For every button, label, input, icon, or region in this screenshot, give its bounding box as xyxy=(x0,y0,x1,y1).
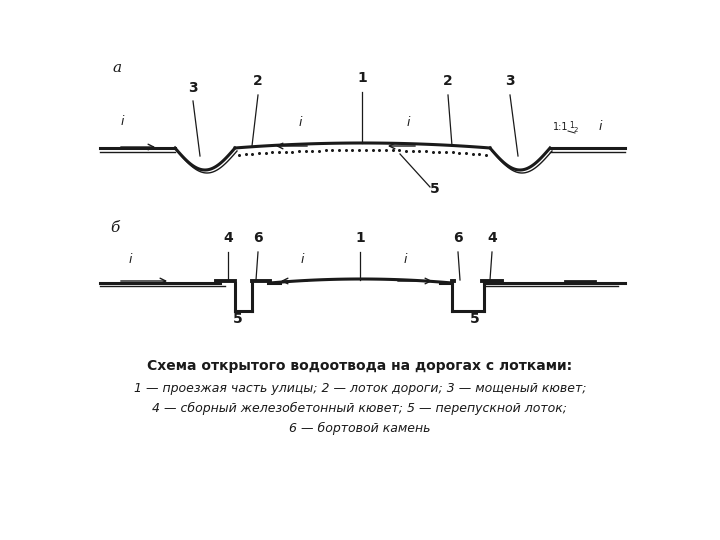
Text: 1:1: 1:1 xyxy=(553,122,569,132)
Text: 4: 4 xyxy=(223,231,233,245)
Text: i: i xyxy=(120,115,124,128)
Text: Схема открытого водоотвода на дорогах с лотками:: Схема открытого водоотвода на дорогах с … xyxy=(148,359,572,373)
Text: 1: 1 xyxy=(569,121,574,130)
Text: б: б xyxy=(110,221,120,235)
Text: 5: 5 xyxy=(233,312,243,326)
Text: 6: 6 xyxy=(453,231,463,245)
Text: i: i xyxy=(298,116,302,129)
Text: i: i xyxy=(128,253,132,266)
Text: i: i xyxy=(300,253,304,266)
Text: 4: 4 xyxy=(487,231,497,245)
Text: 3: 3 xyxy=(505,74,515,88)
Text: 1 — проезжая часть улицы; 2 — лоток дороги; 3 — мощеный кювет;: 1 — проезжая часть улицы; 2 — лоток доро… xyxy=(134,382,586,395)
Text: 1: 1 xyxy=(355,231,365,245)
Text: 2: 2 xyxy=(253,74,263,88)
Text: 5: 5 xyxy=(470,312,480,326)
Text: 5: 5 xyxy=(430,182,440,196)
Text: 2: 2 xyxy=(574,127,578,133)
Text: 4 — сборный железобетонный кювет; 5 — перепускной лоток;: 4 — сборный железобетонный кювет; 5 — пе… xyxy=(153,402,567,415)
Text: 1: 1 xyxy=(357,71,367,85)
Text: i: i xyxy=(598,120,602,133)
Text: 2: 2 xyxy=(443,74,453,88)
Text: а: а xyxy=(112,61,121,75)
Text: 6: 6 xyxy=(253,231,263,245)
Text: i: i xyxy=(403,253,407,266)
Text: 3: 3 xyxy=(188,81,198,95)
Text: 6 — бортовой камень: 6 — бортовой камень xyxy=(289,422,431,435)
Text: i: i xyxy=(406,116,410,129)
